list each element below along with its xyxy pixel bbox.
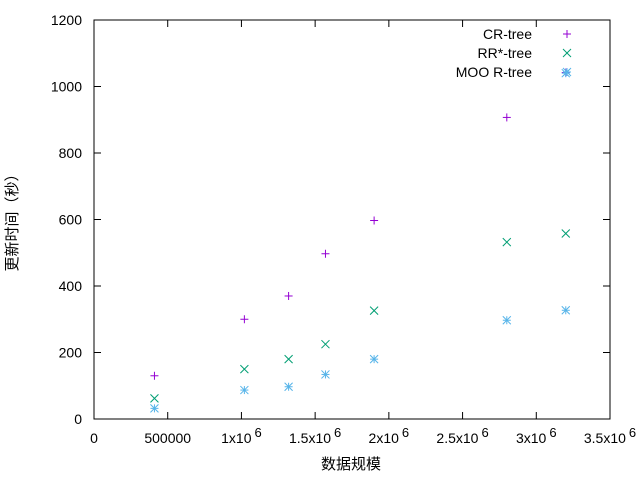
data-point [370,216,379,225]
legend-label: CR-tree [483,26,532,42]
x-tick-label: 500000 [144,430,191,446]
series-cr-tree [150,68,570,380]
series-moo-r-tree [150,68,571,413]
x-tick-label-exponent: 6 [402,425,409,440]
data-point [240,385,249,395]
legend: CR-tree RR*-tree MOO R-tree [456,26,572,80]
y-tick-label: 800 [59,145,83,161]
x-tick-label-exponent: 6 [334,425,341,440]
data-point [369,306,379,315]
legend-label: MOO R-tree [456,64,532,80]
x-tick-label-base: 2.5x10 [436,430,478,446]
x-tick-label: 1.5x10 6 [289,425,341,446]
y-axis-title: 更新时间（秒） [4,166,21,271]
data-point [321,249,330,258]
y-tick-label: 200 [59,345,83,361]
data-point [284,354,293,364]
x-tick-label: 1x10 6 [221,425,262,446]
x-tick-label-exponent: 6 [254,425,261,440]
y-axis-ticks: 0 200 400 600 800 1000 1200 [51,12,610,427]
data-point [502,315,512,325]
data-point [150,371,159,380]
data-point [561,229,571,238]
data-point [561,305,571,315]
x-tick-label-exponent: 6 [549,425,556,440]
y-tick-label: 400 [59,278,83,294]
x-tick-label-exponent: 6 [629,425,636,440]
x-tick-label: 3.5x10 6 [584,425,636,446]
data-point [502,113,511,122]
x-tick-label-base: 500000 [144,430,191,446]
data-point [502,237,512,247]
legend-marker [562,67,572,77]
series-rr-tree [150,229,571,403]
legend-marker [563,30,571,38]
y-tick-label: 0 [74,411,82,427]
x-tick-label: 2.5x10 6 [436,425,488,446]
legend-label: RR*-tree [478,45,533,61]
data-point [321,370,330,379]
x-tick-label-base: 1.5x10 [289,430,331,446]
x-tick-label-base: 0 [90,430,98,446]
data-point [321,339,330,349]
data-point [150,404,159,413]
data-series [150,68,571,413]
x-tick-label: 2x10 6 [369,425,410,446]
plot-area-frame [93,19,611,420]
y-tick-label: 1000 [51,79,82,95]
x-tick-label-base: 3.5x10 [584,430,626,446]
data-point [150,394,159,403]
x-tick-label: 0 [90,430,98,446]
data-point [240,315,249,324]
y-tick-label: 1200 [51,12,82,28]
x-tick-label-exponent: 6 [481,425,488,440]
x-tick-label-base: 1x10 [221,430,252,446]
data-point [284,291,293,300]
x-axis-ticks: 0 500000 1x10 6 1.5x10 6 2x10 6 2.5x10 6 3x10 6 3.5x… [90,20,636,446]
data-point [284,382,293,392]
x-tick-label: 3x10 6 [516,425,557,446]
y-tick-label: 600 [59,212,83,228]
data-point [369,354,379,364]
x-tick-label-base: 2x10 [369,430,400,446]
data-point [240,364,249,374]
legend-marker [562,48,572,58]
x-axis-title: 数据规模 [321,456,381,473]
x-tick-label-base: 3x10 [516,430,547,446]
